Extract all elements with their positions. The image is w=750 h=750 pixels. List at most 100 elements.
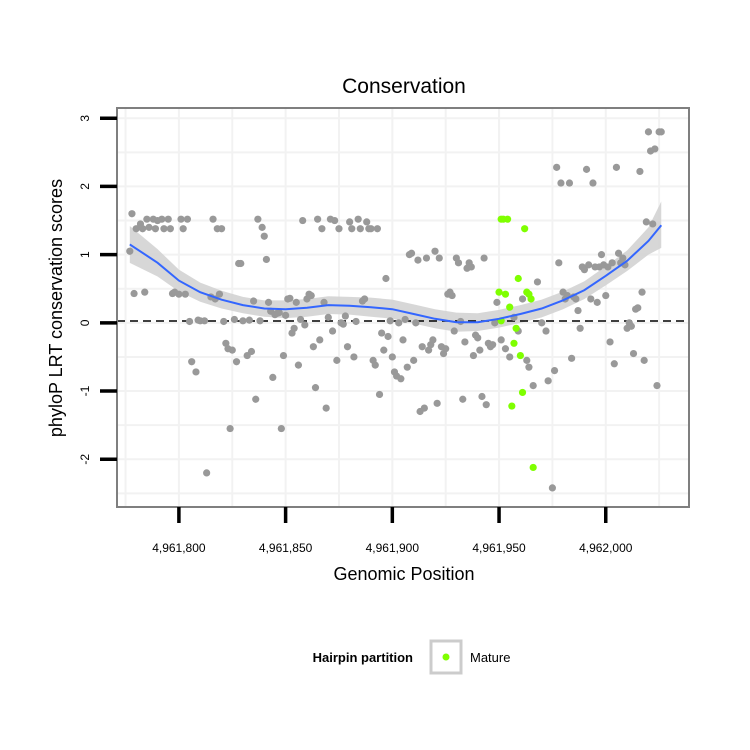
point-mature <box>503 215 512 223</box>
x-tick-label: 4,961,900 <box>366 541 420 555</box>
y-tick-label: 0 <box>78 319 92 326</box>
point-mature <box>510 339 518 347</box>
point-mature <box>495 288 503 296</box>
point-other <box>215 290 224 298</box>
point-other <box>126 247 134 255</box>
point-other <box>469 351 478 360</box>
point-other <box>375 390 384 399</box>
point-other <box>307 291 315 300</box>
point-other <box>429 336 437 344</box>
point-other <box>418 343 426 351</box>
point-other <box>301 321 309 329</box>
legend-title: Hairpin partition <box>313 650 413 665</box>
point-other <box>544 377 552 385</box>
confidence-ribbon-layer <box>129 201 662 332</box>
point-other <box>555 259 563 267</box>
point-other <box>356 225 364 233</box>
point-other <box>533 278 542 286</box>
point-other <box>237 259 245 268</box>
point-other <box>200 317 209 325</box>
point-other <box>442 345 450 353</box>
point-other <box>179 225 187 233</box>
point-other <box>422 254 431 262</box>
point-other <box>576 324 584 332</box>
point-other <box>373 225 381 233</box>
point-other <box>299 216 307 225</box>
point-other <box>258 223 266 231</box>
point-other <box>260 232 268 240</box>
point-other <box>209 215 217 223</box>
point-other <box>282 311 290 319</box>
point-mature <box>527 295 535 303</box>
point-other <box>414 256 422 264</box>
point-other <box>192 368 200 376</box>
chart-title: Conservation <box>342 75 466 98</box>
point-other <box>164 215 172 223</box>
point-other <box>553 163 561 171</box>
point-other <box>431 247 439 255</box>
point-other <box>247 347 256 356</box>
point-other <box>606 338 614 346</box>
plot-frame <box>116 107 690 508</box>
point-other <box>459 395 467 403</box>
point-other <box>542 327 550 335</box>
smooth-line-layer <box>129 224 663 324</box>
point-other <box>501 345 510 353</box>
point-mature <box>516 351 524 360</box>
point-other <box>160 225 168 233</box>
point-other <box>132 225 140 233</box>
point-other <box>497 336 505 344</box>
point-other <box>653 381 661 390</box>
point-other <box>489 341 497 349</box>
point-other <box>322 404 330 412</box>
point-other <box>175 290 183 298</box>
point-other <box>339 320 347 328</box>
point-other <box>638 288 646 296</box>
point-other <box>367 225 375 233</box>
point-other <box>491 319 499 327</box>
point-other <box>568 354 576 362</box>
legend: Hairpin partition Mature <box>313 639 510 675</box>
x-tick-label: 4,961,800 <box>152 541 206 555</box>
point-other <box>360 295 369 303</box>
point-other <box>608 259 616 267</box>
point-other <box>649 220 657 228</box>
smooth-line <box>129 224 663 324</box>
point-other <box>239 317 247 325</box>
point-other <box>256 317 264 325</box>
y-tick-label: 2 <box>78 183 92 190</box>
point-other <box>290 324 298 332</box>
y-tick-label: -1 <box>78 385 92 396</box>
point-other <box>602 291 610 300</box>
point-other <box>395 319 403 327</box>
point-mature <box>518 388 527 397</box>
point-other <box>151 225 160 233</box>
point-other <box>557 179 565 187</box>
point-other <box>185 317 194 326</box>
point-other <box>454 259 463 267</box>
point-other <box>141 288 149 296</box>
point-other <box>333 356 341 364</box>
point-other <box>435 254 443 262</box>
point-other <box>222 339 230 347</box>
point-other <box>292 298 300 306</box>
point-other <box>612 163 621 171</box>
point-other <box>410 356 418 364</box>
point-other <box>275 309 283 317</box>
point-other <box>262 255 271 264</box>
point-other <box>448 291 456 300</box>
point-other <box>252 395 260 403</box>
point-other <box>350 353 358 361</box>
point-other <box>597 251 606 259</box>
point-other <box>401 315 409 324</box>
point-other <box>403 363 411 371</box>
y-tick-label: -2 <box>78 454 92 465</box>
point-other <box>433 399 441 407</box>
legend-label-mature: Mature <box>470 650 510 665</box>
point-other <box>346 218 354 226</box>
point-mature <box>514 274 522 283</box>
point-other <box>316 336 324 344</box>
point-other <box>328 327 337 335</box>
point-other <box>296 315 305 324</box>
